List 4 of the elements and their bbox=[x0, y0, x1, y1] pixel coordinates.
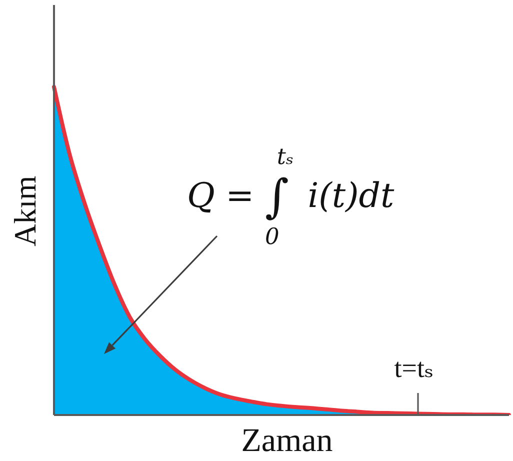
text: Q = ∫0tₛ i(t)dt bbox=[187, 144, 394, 250]
x-axis-title: Zaman bbox=[241, 423, 333, 459]
y-axis-title: Akım bbox=[8, 176, 42, 246]
annotation: t=tₛ bbox=[394, 353, 434, 383]
